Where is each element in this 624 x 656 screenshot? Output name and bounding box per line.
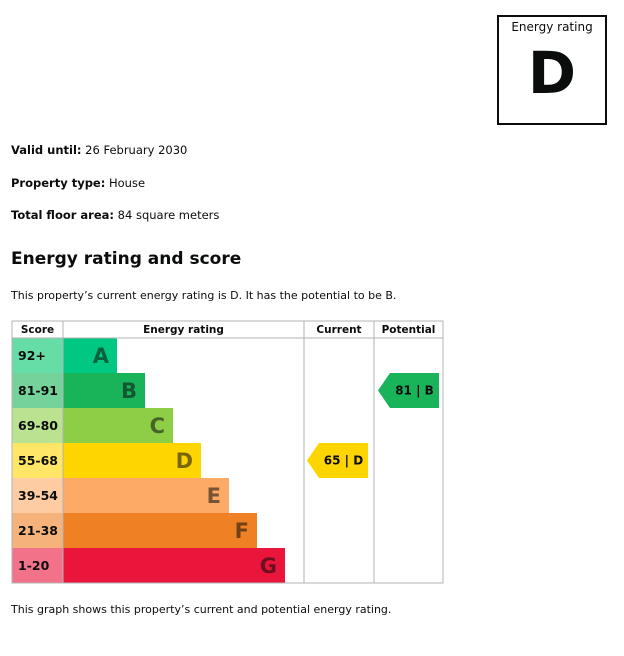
band-bar-d <box>63 443 201 478</box>
band-letter-e: E <box>207 484 221 508</box>
band-bar-e <box>63 478 229 513</box>
score-label-c: 69-80 <box>18 418 58 433</box>
header-current: Current <box>316 324 361 336</box>
score-label-b: 81-91 <box>18 383 58 398</box>
floor-area: Total floor area: 84 square meters <box>11 208 219 222</box>
band-bar-g <box>63 548 285 583</box>
property-type: Property type: House <box>11 176 145 190</box>
band-letter-d: D <box>176 449 193 473</box>
valid-until-label: Valid until: <box>11 143 82 157</box>
score-cell-d <box>12 443 63 478</box>
floor-area-label: Total floor area: <box>11 208 115 222</box>
band-bar-b <box>63 373 145 408</box>
score-label-d: 55-68 <box>18 453 58 468</box>
chart-footnote: This graph shows this property’s current… <box>11 603 392 616</box>
property-type-label: Property type: <box>11 176 106 190</box>
score-cell-f <box>12 513 63 548</box>
section-title: Energy rating and score <box>11 249 242 269</box>
score-cell-e <box>12 478 63 513</box>
score-label-a: 92+ <box>18 348 46 363</box>
score-cell-c <box>12 408 63 443</box>
band-letter-b: B <box>121 379 137 403</box>
header-potential: Potential <box>382 324 436 336</box>
score-label-f: 21-38 <box>18 523 58 538</box>
floor-area-value: 84 square meters <box>117 208 220 222</box>
band-bar-f <box>63 513 257 548</box>
band-letter-a: A <box>93 344 110 368</box>
band-letter-f: F <box>235 519 249 543</box>
energy-rating-box: Energy rating D <box>497 15 607 125</box>
score-cell-g <box>12 548 63 583</box>
potential-rating-arrow <box>378 373 439 408</box>
header-score: Score <box>21 324 54 336</box>
energy-rating-box-label: Energy rating <box>511 20 593 34</box>
score-cell-a <box>12 338 63 373</box>
valid-until-value: 26 February 2030 <box>85 143 188 157</box>
score-label-g: 1-20 <box>18 558 50 573</box>
band-bar-c <box>63 408 173 443</box>
chart-border <box>11 320 444 584</box>
energy-rating-letter: D <box>527 39 577 107</box>
band-letter-c: C <box>150 414 165 438</box>
band-bar-a <box>63 338 117 373</box>
header-energy-rating: Energy rating <box>143 324 224 336</box>
rating-summary: This property’s current energy rating is… <box>11 289 397 302</box>
score-label-e: 39-54 <box>18 488 58 503</box>
potential-rating-label: 81 | B <box>395 384 434 398</box>
current-rating-arrow <box>307 443 368 478</box>
band-letter-g: G <box>260 554 277 578</box>
current-rating-label: 65 | D <box>324 454 363 468</box>
valid-until: Valid until: 26 February 2030 <box>11 143 187 157</box>
property-type-value: House <box>108 176 146 190</box>
score-cell-b <box>12 373 63 408</box>
